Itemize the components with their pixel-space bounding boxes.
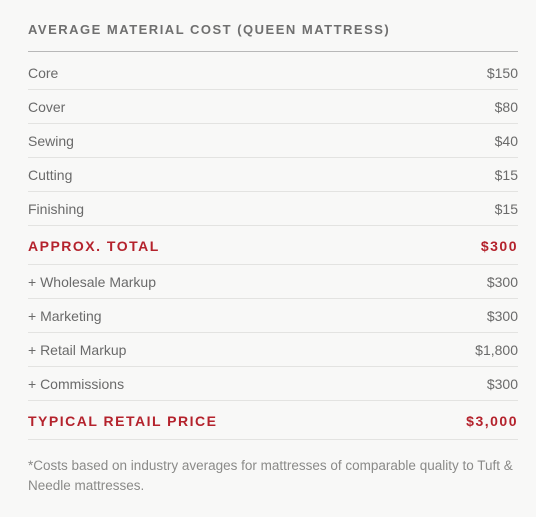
material-row: Sewing $40 xyxy=(28,124,518,158)
approx-total-label: APPROX. TOTAL xyxy=(28,238,160,254)
retail-total-row: TYPICAL RETAIL PRICE $3,000 xyxy=(28,401,518,440)
markup-label: + Marketing xyxy=(28,308,102,324)
markup-value: $300 xyxy=(487,308,518,324)
material-label: Finishing xyxy=(28,201,84,217)
material-value: $40 xyxy=(495,133,518,149)
retail-total-label: TYPICAL RETAIL PRICE xyxy=(28,413,217,429)
markup-row: + Wholesale Markup $300 xyxy=(28,265,518,299)
material-label: Core xyxy=(28,65,58,81)
material-row: Core $150 xyxy=(28,56,518,90)
approx-total-value: $300 xyxy=(481,238,518,254)
section-title: AVERAGE MATERIAL COST (QUEEN MATTRESS) xyxy=(28,22,518,37)
footnote-text: *Costs based on industry averages for ma… xyxy=(28,456,518,497)
markup-value: $300 xyxy=(487,274,518,290)
retail-total-value: $3,000 xyxy=(466,413,518,429)
approx-total-row: APPROX. TOTAL $300 xyxy=(28,226,518,265)
material-value: $80 xyxy=(495,99,518,115)
material-row: Cover $80 xyxy=(28,90,518,124)
markup-row: + Marketing $300 xyxy=(28,299,518,333)
material-value: $15 xyxy=(495,201,518,217)
markup-label: + Retail Markup xyxy=(28,342,126,358)
material-label: Sewing xyxy=(28,133,74,149)
markup-value: $1,800 xyxy=(475,342,518,358)
material-value: $15 xyxy=(495,167,518,183)
material-value: $150 xyxy=(487,65,518,81)
material-label: Cover xyxy=(28,99,65,115)
material-row: Cutting $15 xyxy=(28,158,518,192)
markups-list: + Wholesale Markup $300 + Marketing $300 + R… xyxy=(28,265,518,401)
markup-label: + Commissions xyxy=(28,376,124,392)
markup-value: $300 xyxy=(487,376,518,392)
materials-list: Core$150Cover$80Sewing$40Cutting$15Finis… xyxy=(28,56,518,226)
material-label: Cutting xyxy=(28,167,72,183)
markup-row: + Commissions $300 xyxy=(28,367,518,401)
markup-label: + Wholesale Markup xyxy=(28,274,156,290)
markup-row: + Retail Markup $1,800 xyxy=(28,333,518,367)
title-divider xyxy=(28,51,518,52)
material-row: Finishing $15 xyxy=(28,192,518,226)
